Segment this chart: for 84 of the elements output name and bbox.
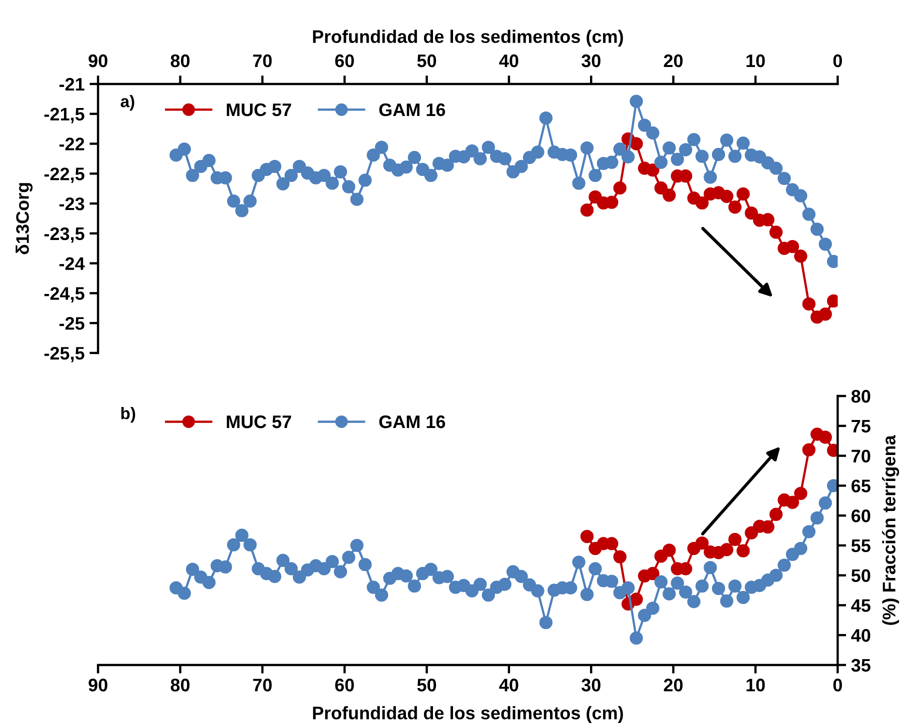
y2-tick-label: 50 bbox=[851, 569, 870, 582]
y2-tick-label: 45 bbox=[851, 599, 870, 612]
point bbox=[720, 190, 734, 203]
y2-tick-label: 55 bbox=[851, 540, 870, 552]
point bbox=[662, 544, 676, 557]
point bbox=[646, 163, 660, 177]
y-tick-label: -23,5 bbox=[44, 227, 84, 243]
y-tick-label: -25 bbox=[59, 317, 84, 330]
x-tick-label: 0 bbox=[833, 54, 842, 68]
x-tick-label: 20 bbox=[664, 678, 683, 692]
x-tick-label: 70 bbox=[253, 54, 272, 68]
y2-tick-label: 40 bbox=[851, 629, 870, 642]
y2-tick-label: 60 bbox=[852, 509, 870, 522]
point bbox=[736, 544, 750, 558]
point bbox=[761, 213, 774, 226]
point bbox=[761, 520, 774, 534]
point bbox=[580, 203, 594, 217]
x-tick-label: 70 bbox=[253, 678, 272, 692]
point bbox=[646, 566, 660, 580]
point bbox=[794, 250, 808, 263]
x-tick-label: 60 bbox=[335, 678, 354, 692]
y-tick-label: -24 bbox=[59, 257, 85, 270]
point bbox=[613, 550, 626, 564]
x-tick-label: 50 bbox=[417, 54, 436, 68]
y2-tick-label: 80 bbox=[851, 390, 870, 403]
x-tick-label: 90 bbox=[88, 678, 108, 692]
point bbox=[728, 200, 742, 214]
y2-tick-label: 70 bbox=[852, 450, 870, 462]
y2-axis-title: (%) Fracción terrígena bbox=[882, 435, 900, 625]
y-axis-title: δ13Corg bbox=[16, 183, 33, 254]
point bbox=[695, 536, 709, 550]
point bbox=[818, 430, 832, 444]
y-tick-label: -22,5 bbox=[44, 168, 84, 183]
point bbox=[654, 181, 668, 195]
point bbox=[818, 308, 832, 321]
x-tick-label: 90 bbox=[88, 54, 108, 68]
point bbox=[769, 508, 783, 521]
x-tick-label: 0 bbox=[833, 678, 842, 692]
point bbox=[662, 188, 676, 202]
x-tick-label: 60 bbox=[335, 54, 354, 68]
x-tick-label: 40 bbox=[499, 678, 518, 692]
y-tick-label: -23 bbox=[59, 197, 84, 210]
point bbox=[580, 530, 594, 544]
point bbox=[630, 137, 643, 150]
x-tick-label: 20 bbox=[664, 54, 683, 68]
point bbox=[605, 196, 618, 209]
point bbox=[802, 297, 816, 311]
x-tick-label: 80 bbox=[170, 678, 190, 692]
point bbox=[786, 496, 800, 509]
x-tick-label: 40 bbox=[499, 54, 518, 68]
point bbox=[802, 443, 816, 456]
x-tick-label: 30 bbox=[582, 678, 600, 692]
point bbox=[720, 543, 734, 556]
annotation: a) bbox=[120, 95, 134, 111]
x-axis-title: Profundidad de los sedimentos (cm) bbox=[313, 706, 623, 723]
y-tick-label: -21,5 bbox=[44, 108, 84, 124]
x-tick-label: 30 bbox=[582, 54, 600, 68]
y2-tick-label: 75 bbox=[852, 420, 870, 433]
legend-label: MUC 57 bbox=[226, 415, 292, 428]
x-tick-label: 80 bbox=[170, 54, 190, 68]
point bbox=[630, 592, 643, 606]
legend-label: GAM 16 bbox=[379, 103, 446, 116]
y-tick-label: -24,5 bbox=[44, 287, 84, 303]
y-tick-label: -21 bbox=[59, 78, 84, 91]
point bbox=[613, 181, 626, 195]
point bbox=[769, 226, 783, 239]
point bbox=[786, 240, 800, 254]
point bbox=[728, 532, 742, 546]
y-tick-label: -22 bbox=[59, 138, 84, 150]
x-tick-label: 10 bbox=[746, 678, 765, 692]
y2-tick-label: 35 bbox=[851, 658, 870, 672]
point bbox=[736, 187, 750, 201]
legend-label: GAM 16 bbox=[379, 415, 446, 428]
x-tick-label: 50 bbox=[417, 678, 436, 692]
legend-label: MUC 57 bbox=[226, 103, 292, 116]
y-tick-label: -25,5 bbox=[44, 346, 84, 362]
point bbox=[794, 486, 808, 500]
x-tick-label: 10 bbox=[746, 54, 765, 68]
y2-tick-label: 65 bbox=[852, 480, 870, 492]
point bbox=[744, 206, 758, 220]
annotation: b) bbox=[121, 407, 136, 423]
point bbox=[695, 196, 709, 210]
x-axis-title: Profundidad de los sedimentos (cm) bbox=[313, 30, 623, 47]
point bbox=[744, 526, 758, 540]
